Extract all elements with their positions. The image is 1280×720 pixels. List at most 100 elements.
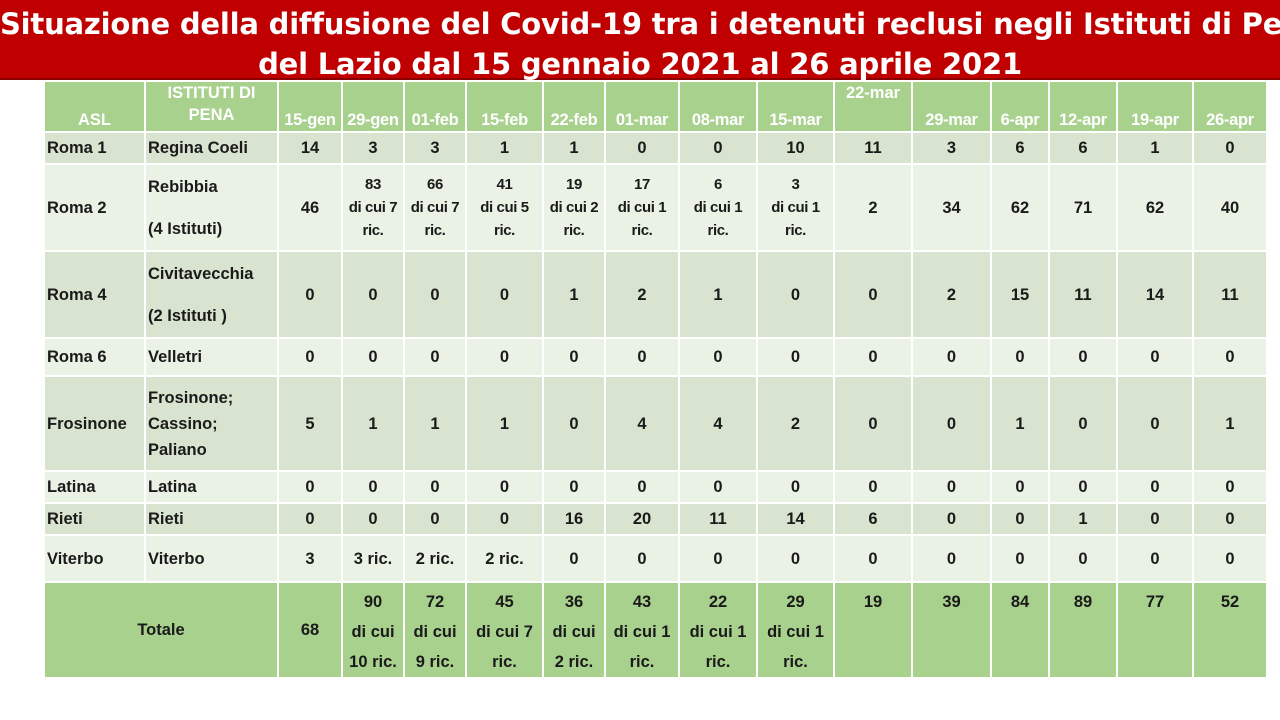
cell-line: 83: [365, 176, 381, 193]
value-cell: 0: [1192, 534, 1268, 583]
value-cell: 0: [990, 534, 1050, 583]
value-cell: 11: [833, 131, 913, 165]
value-cell: 34: [911, 163, 992, 252]
value-cell: 71: [1048, 163, 1118, 252]
header-date: 26-apr: [1192, 80, 1268, 133]
cell-line: ric.: [362, 222, 384, 239]
header-date: 15-mar: [756, 80, 835, 133]
cell-line: 0: [368, 510, 378, 528]
value-cell: 1: [1048, 502, 1118, 536]
cell-line: 0: [1150, 549, 1160, 568]
cell-line: 0: [637, 478, 647, 496]
cell-line: 3: [305, 549, 315, 568]
value-cell: 0: [678, 337, 758, 377]
value-cell: 0: [465, 502, 544, 536]
cell-line: 4: [713, 414, 723, 433]
value-cell: 0: [833, 534, 913, 583]
value-cell: 0: [1048, 337, 1118, 377]
value-cell: 0: [1048, 534, 1118, 583]
value-cell: 62: [990, 163, 1050, 252]
cell-line: 89: [1073, 593, 1093, 611]
cell-line: 0: [790, 549, 801, 568]
value-cell: 0: [756, 250, 835, 339]
value-cell: 2: [756, 375, 835, 472]
value-cell: 0: [465, 470, 544, 504]
total-cell: 45 di cui 7 ric.: [465, 581, 544, 679]
cell-line: 0: [368, 285, 378, 304]
cell-line: di cui 1: [613, 623, 671, 641]
value-cell: 15: [990, 250, 1050, 339]
total-label: Totale: [43, 581, 279, 679]
cell-line: 71: [1073, 198, 1093, 217]
total-cell: 43 di cui 1 ric.: [604, 581, 680, 679]
value-cell: 0: [1192, 131, 1268, 165]
cell-line: di cui: [413, 623, 457, 641]
cell-line: 77: [1145, 593, 1165, 611]
cell-line: 72: [425, 593, 445, 611]
cell-line: 0: [569, 478, 579, 496]
cell-line: Frosinone;: [148, 388, 234, 407]
value-cell: 0: [678, 131, 758, 165]
cell-line: 22: [708, 593, 728, 611]
cell-line: 1: [713, 285, 723, 304]
cell-line: 43: [632, 593, 652, 611]
cell-line: 68: [300, 621, 320, 639]
value-cell: 10: [756, 131, 835, 165]
cell-line: di cui 7: [410, 199, 460, 216]
value-cell: 1: [1116, 131, 1194, 165]
cell-line: 0: [1015, 510, 1025, 528]
cell-line: 0: [713, 139, 723, 157]
value-cell: 0: [604, 131, 680, 165]
total-cell: 90 di cui 10 ric.: [341, 581, 405, 679]
cell-line: 3: [368, 139, 378, 157]
value-cell: 0: [542, 470, 606, 504]
value-cell: 3: [403, 131, 467, 165]
cell-line: 11: [1074, 285, 1092, 304]
value-cell: 0: [1192, 502, 1268, 536]
cell-line: 17: [634, 176, 650, 193]
cell-line: 0: [499, 285, 510, 304]
table-row: Viterbo Viterbo 3 3 ric. 2 ric. 2 ric. 0 0 0 0 0 0 0…: [43, 534, 1268, 583]
header-asl-label: ASL: [78, 111, 111, 129]
table-row: Roma 6 Velletri 0 0 0 0 0 0 0 0 0 0 0 0 0 0: [43, 337, 1268, 377]
cell-line: 10 ric.: [349, 653, 397, 671]
value-cell: 0: [403, 250, 467, 339]
cell-line: 45: [495, 593, 514, 611]
cell-line: 0: [569, 414, 579, 433]
cell-line: 0: [499, 510, 510, 528]
header-istituti-line-2: PENA: [188, 106, 235, 124]
cell-line: (2 Istituti ): [148, 306, 227, 325]
value-cell: 2: [833, 163, 913, 252]
value-cell: 0: [911, 470, 992, 504]
cell-line: 0: [305, 285, 315, 304]
value-cell: 6: [1048, 131, 1118, 165]
row-asl: Latina: [43, 470, 146, 504]
header-asl: ASL: [43, 80, 146, 133]
total-cell: 29 di cui 1 ric.: [756, 581, 835, 679]
cell-line: 0: [790, 348, 801, 366]
value-cell: 3 ric.: [341, 534, 405, 583]
cell-line: 0: [713, 348, 723, 366]
value-cell: 66 di cui 7 ric.: [403, 163, 467, 252]
cell-line: 0: [430, 348, 440, 366]
total-cell: 39: [911, 581, 992, 679]
cell-line: ric.: [785, 222, 806, 239]
cell-line: 0: [790, 478, 801, 496]
cell-line: 0: [368, 478, 378, 496]
cell-line: ric.: [783, 653, 808, 671]
cell-line: 11: [709, 510, 727, 528]
cell-line: 1: [499, 414, 510, 433]
total-cell: 19: [833, 581, 913, 679]
value-cell: 41 di cui 5 ric.: [465, 163, 544, 252]
cell-line: 6: [868, 510, 878, 528]
cell-line: 5: [305, 414, 315, 433]
cell-line: 0: [499, 348, 510, 366]
value-cell: 0: [341, 337, 405, 377]
value-cell: 0: [1116, 337, 1194, 377]
total-cell: 22 di cui 1 ric.: [678, 581, 758, 679]
value-cell: 0: [277, 337, 343, 377]
value-cell: 83 di cui 7 ric.: [341, 163, 405, 252]
value-cell: 1: [990, 375, 1050, 472]
cell-line: 0: [1225, 478, 1235, 496]
title-banner: [0, 0, 1280, 80]
